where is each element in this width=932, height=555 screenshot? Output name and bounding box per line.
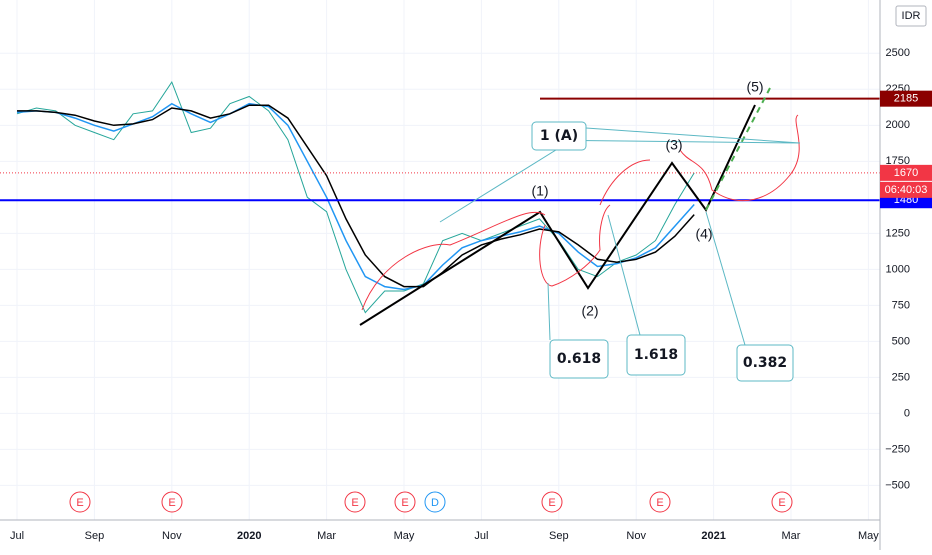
y-tick-label: 2500 [886, 47, 910, 59]
wave-a-label: 1 (A) [540, 128, 578, 144]
label-box [549, 339, 609, 379]
y-tick-label: 1000 [886, 263, 910, 275]
event-marker [541, 491, 563, 513]
curve [679, 114, 800, 202]
fib-label: 0.618 [557, 351, 601, 367]
y-tick-label: 1250 [886, 227, 910, 239]
currency: IDR [902, 10, 921, 22]
event-marker [424, 491, 446, 513]
wave-label: (2) [581, 303, 598, 319]
label-box [736, 344, 794, 382]
x-tick-label: Mar [317, 530, 336, 542]
y-tick-label: 750 [892, 299, 910, 311]
y-tick-label: −250 [885, 443, 910, 455]
fib-label: 0.382 [743, 355, 787, 371]
event-label: E [76, 497, 83, 509]
y-tick-label: −500 [885, 479, 910, 491]
countdown-badge [880, 181, 932, 198]
event-marker [771, 491, 793, 513]
x-tick-label: Sep [549, 530, 569, 542]
event-label: E [351, 497, 358, 509]
x-tick-label: Nov [626, 530, 646, 542]
x-tick-label: Mar [782, 530, 801, 542]
event-marker [649, 491, 671, 513]
x-tick-label: Sep [85, 530, 105, 542]
event-label: E [168, 497, 175, 509]
y-tick-label: 0 [904, 407, 910, 419]
event-label: E [548, 497, 555, 509]
series-line [16, 102, 695, 291]
connector [547, 211, 746, 346]
curve [539, 204, 611, 287]
wave-label: (3) [665, 137, 682, 153]
y-tick-label: 250 [892, 371, 910, 383]
y-tick-label: 500 [892, 335, 910, 347]
currency-badge [895, 5, 927, 27]
price-badge [880, 164, 932, 181]
curve [599, 159, 651, 206]
price-badge-label: 2185 [894, 93, 918, 105]
event-marker [69, 491, 91, 513]
fib-label: 1.618 [634, 347, 678, 363]
wave-label: (5) [746, 79, 763, 95]
x-tick-label: May [858, 530, 879, 542]
curve [361, 211, 546, 311]
label-box [531, 121, 587, 151]
event-label: E [656, 497, 663, 509]
event-marker [344, 491, 366, 513]
price-badge [880, 90, 932, 107]
x-tick-label: 2020 [237, 530, 261, 542]
x-axis-bg [0, 520, 880, 550]
event-label: D [431, 497, 439, 509]
price-badge-label: 1670 [894, 167, 918, 179]
event-marker [394, 491, 416, 513]
drawings [359, 87, 801, 382]
x-tick-label: Jul [10, 530, 24, 542]
wave-label: (4) [695, 226, 712, 242]
x-tick-label: 2021 [701, 530, 725, 542]
series-line [16, 81, 695, 314]
y-tick-label: 2000 [886, 119, 910, 131]
x-tick-label: Nov [162, 530, 182, 542]
series-line [17, 104, 695, 288]
x-tick-label: May [394, 530, 415, 542]
wave-line [359, 104, 756, 326]
event-marker [161, 491, 183, 513]
y-tick-label: 1750 [886, 155, 910, 167]
label-box [626, 334, 686, 376]
x-tick-label: Jul [474, 530, 488, 542]
countdown: 06:40:03 [885, 184, 928, 196]
event-label: E [401, 497, 408, 509]
wave-label: (1) [531, 183, 548, 199]
projection-line [705, 87, 771, 211]
event-label: E [778, 497, 785, 509]
axes: 2500225020001750125010007505002500−250−5… [10, 47, 932, 542]
